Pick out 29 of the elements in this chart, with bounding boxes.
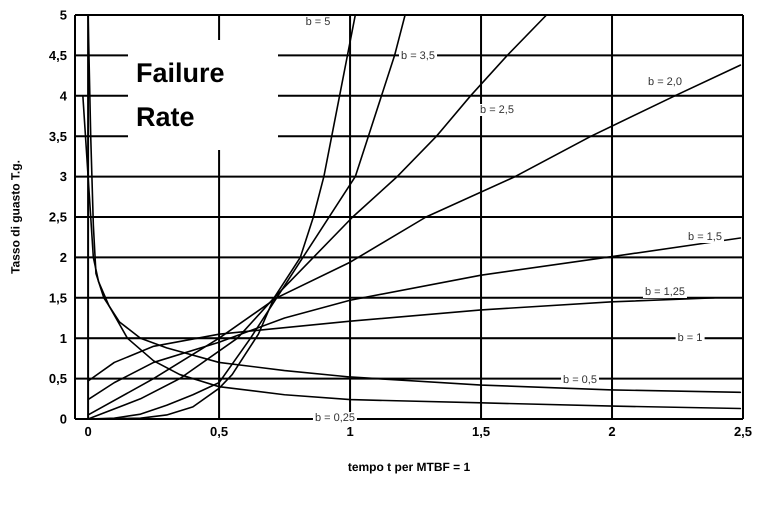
- annotation: b = 2,5: [478, 104, 516, 116]
- y-tick-label: 4: [60, 88, 68, 104]
- y-tick-label: 2,5: [48, 210, 67, 225]
- y-tick-label: 3,5: [48, 128, 67, 144]
- x-tick-label: 0: [84, 424, 92, 440]
- y-tick-label: 1,5: [48, 290, 67, 306]
- annotation: b = 2,0: [646, 76, 684, 88]
- x-tick-label: 2: [608, 424, 616, 440]
- annotation: b = 5: [304, 16, 332, 28]
- x-tick-label: 2,5: [734, 424, 752, 440]
- y-tick-label: 3: [60, 169, 67, 184]
- x-axis-title: tempo t per MTBF = 1: [348, 460, 470, 474]
- y-tick-label: 4,5: [48, 48, 67, 64]
- annotation: b = 3,5: [399, 50, 437, 62]
- x-tick-label: 0,5: [210, 424, 228, 440]
- y-tick-label: 1: [60, 330, 67, 346]
- annotation: b = 0,5: [561, 374, 599, 386]
- annotation: b = 1,25: [642, 286, 688, 298]
- text: Failure Rate: [136, 57, 226, 134]
- y-tick-label: 5: [60, 8, 67, 23]
- annotation: b = 1: [676, 332, 704, 344]
- y-tick-label: 2: [60, 250, 67, 266]
- annotation: b = 0,25: [312, 412, 358, 424]
- annotation: b = 1,5: [686, 231, 724, 243]
- y-tick-label: 0: [60, 412, 67, 427]
- x-tick-label: 1,5: [472, 424, 490, 440]
- y-tick-label: 0,5: [48, 371, 67, 386]
- x-tick-label: 1: [346, 424, 354, 440]
- y-axis-title: Tasso di guasto T.g.: [8, 160, 22, 274]
